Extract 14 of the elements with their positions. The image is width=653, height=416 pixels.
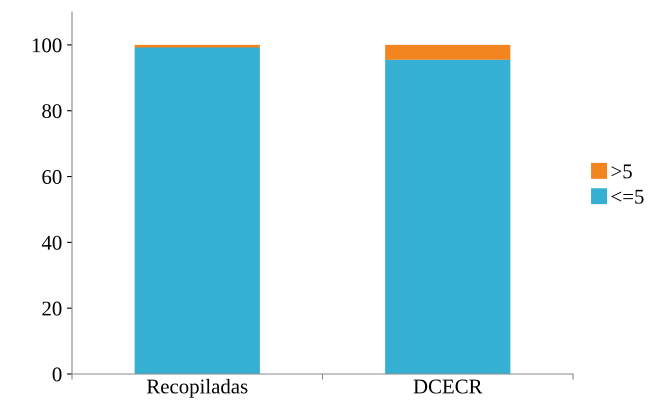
- bar: [385, 60, 510, 374]
- y-tick-label: 60: [42, 170, 62, 184]
- bar: [134, 48, 260, 374]
- y-tick-label: 0: [52, 367, 62, 382]
- x-tick-label: DCECR: [414, 380, 482, 394]
- y-tick-label: 100: [32, 38, 62, 52]
- bar: [385, 44, 510, 60]
- y-tick-label: 80: [42, 104, 62, 118]
- bar: [134, 44, 260, 48]
- legend-label: >5: [612, 164, 632, 178]
- x-tick-label: Recopiladas: [146, 378, 248, 398]
- y-tick-label: 40: [42, 236, 62, 250]
- y-tick-label: 20: [42, 302, 62, 316]
- legend-label: <=5: [612, 190, 644, 204]
